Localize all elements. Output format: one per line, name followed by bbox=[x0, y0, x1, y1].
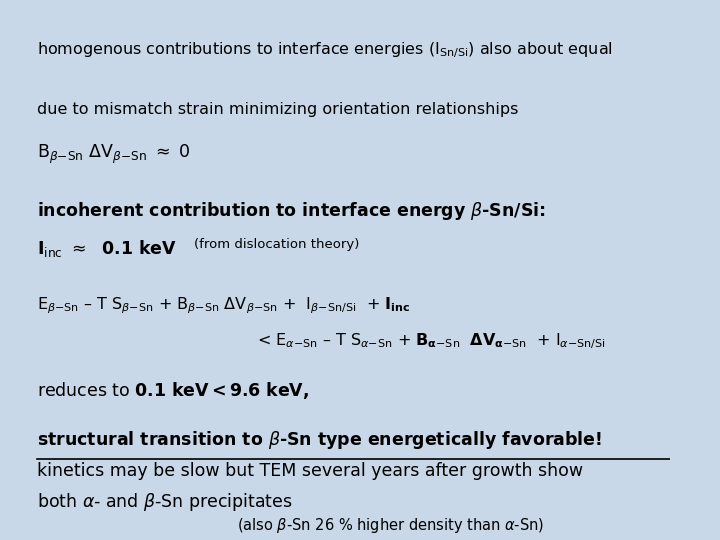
Text: incoherent contribution to interface energy $\beta$-Sn/Si:: incoherent contribution to interface ene… bbox=[37, 200, 546, 222]
Text: B$_{\beta\mathrm{-Sn}}$ $\Delta$V$_{\beta\mathrm{-Sn}}$ $\approx$ 0: B$_{\beta\mathrm{-Sn}}$ $\Delta$V$_{\bet… bbox=[37, 143, 191, 166]
Text: (from dislocation theory): (from dislocation theory) bbox=[194, 238, 359, 252]
Text: homogenous contributions to interface energies (I$_{\mathrm{Sn/Si}}$) also about: homogenous contributions to interface en… bbox=[37, 40, 613, 60]
Text: < E$_{\alpha\mathrm{-Sn}}$ – T S$_{\alpha\mathrm{-Sn}}$ + $\mathbf{B_{\alpha\mat: < E$_{\alpha\mathrm{-Sn}}$ – T S$_{\alph… bbox=[257, 331, 606, 351]
Text: I$_{\mathrm{inc}}$ $\approx$  0.1 keV: I$_{\mathrm{inc}}$ $\approx$ 0.1 keV bbox=[37, 238, 177, 259]
Text: structural transition to $\beta$-Sn type energetically favorable!: structural transition to $\beta$-Sn type… bbox=[37, 429, 603, 451]
Text: E$_{\beta\mathrm{-Sn}}$ – T S$_{\beta\mathrm{-Sn}}$ + B$_{\beta\mathrm{-Sn}}$ $\: E$_{\beta\mathrm{-Sn}}$ – T S$_{\beta\ma… bbox=[37, 295, 411, 315]
Text: (also $\beta$-Sn 26 % higher density than $\alpha$-Sn): (also $\beta$-Sn 26 % higher density tha… bbox=[238, 516, 544, 535]
Text: both $\alpha$- and $\beta$-Sn precipitates: both $\alpha$- and $\beta$-Sn precipitat… bbox=[37, 491, 293, 512]
Text: reduces to $\mathbf{0.1\ keV < 9.6\ keV,}$: reduces to $\mathbf{0.1\ keV < 9.6\ keV,… bbox=[37, 380, 310, 401]
Text: kinetics may be slow but TEM several years after growth show: kinetics may be slow but TEM several yea… bbox=[37, 462, 584, 480]
Text: due to mismatch strain minimizing orientation relationships: due to mismatch strain minimizing orient… bbox=[37, 102, 519, 117]
